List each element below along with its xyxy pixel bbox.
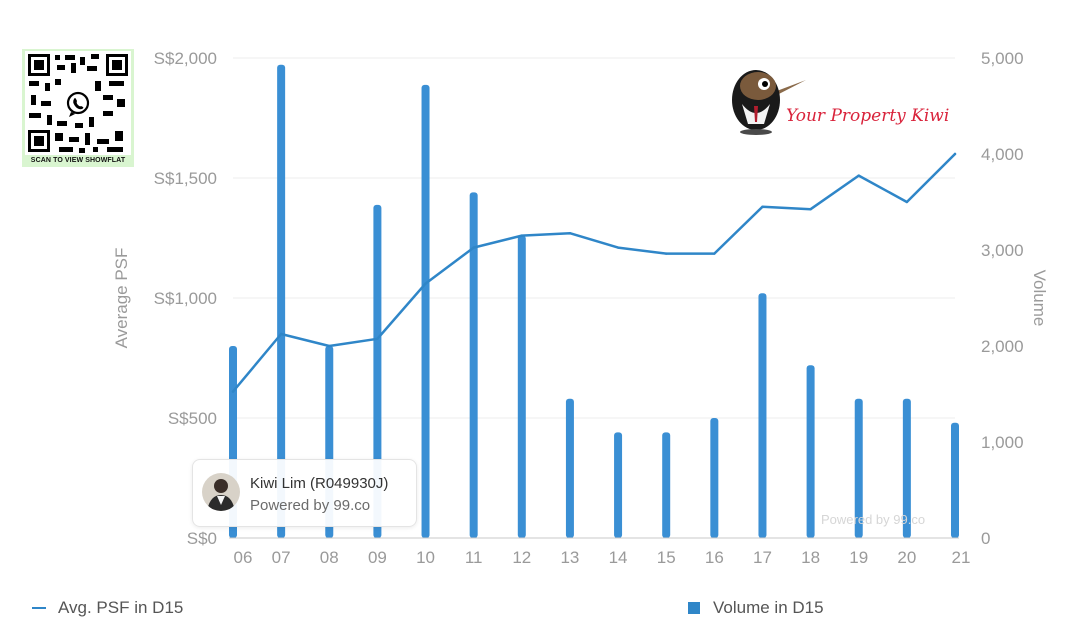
x-tick-label: 09 — [368, 548, 387, 567]
avg-psf-point — [279, 332, 283, 336]
agent-avatar — [202, 473, 240, 511]
volume-bar — [421, 84, 430, 538]
agent-card[interactable]: Kiwi Lim (R049930J) Powered by 99.co — [192, 459, 417, 527]
avg-psf-point — [472, 246, 475, 249]
y-left-tick-label: S$2,000 — [154, 49, 217, 68]
legend-label-psf: Avg. PSF in D15 — [58, 598, 184, 617]
y-left-tick-label: S$0 — [187, 529, 217, 548]
qr-caption: SCAN TO VIEW SHOWFLAT — [30, 157, 126, 164]
avg-psf-point — [568, 232, 572, 235]
avg-psf-point — [376, 337, 379, 340]
y-left-tick-label: S$1,000 — [154, 289, 217, 308]
y-right-tick-label: 3,000 — [981, 241, 1024, 260]
qr-code-pattern — [25, 51, 131, 155]
x-tick-label: 16 — [705, 548, 724, 567]
avg-psf-point — [905, 200, 909, 204]
y-right-tick-label: 2,000 — [981, 337, 1024, 356]
volume-bar — [902, 398, 911, 538]
brand-logo: Your Property Kiwi — [730, 66, 950, 136]
avg-psf-point — [665, 252, 668, 255]
y-right-tick-label: 5,000 — [981, 49, 1024, 68]
x-tick-label: 15 — [657, 548, 676, 567]
x-tick-label: 21 — [952, 548, 971, 567]
y-right-tick-label: 4,000 — [981, 145, 1024, 164]
volume-bar — [758, 293, 767, 538]
avg-psf-point — [231, 390, 235, 393]
volume-bar — [710, 418, 719, 538]
volume-bar — [614, 432, 623, 538]
x-tick-label: 13 — [560, 548, 579, 567]
volume-bar — [469, 192, 478, 538]
kiwi-bird-icon — [732, 70, 806, 135]
volume-bar — [806, 365, 815, 538]
volume-bar — [517, 235, 526, 538]
x-tick-label: 19 — [849, 548, 868, 567]
watermark: Powered by 99.co — [821, 512, 926, 527]
x-tick-label: 17 — [753, 548, 772, 567]
agent-powered-by: Powered by 99.co — [250, 497, 371, 514]
avg-psf-point — [328, 344, 331, 348]
x-tick-label: 10 — [416, 548, 435, 567]
volume-bar — [373, 204, 382, 538]
y-right-tick-label: 0 — [981, 529, 990, 548]
agent-name: Kiwi Lim (R049930J) — [250, 475, 389, 492]
avg-psf-point — [520, 234, 523, 237]
avg-psf-point — [616, 246, 620, 249]
avg-psf-line — [231, 152, 957, 393]
legend-item-volume[interactable]: Volume in D15 — [688, 598, 824, 618]
y-left-tick-label: S$500 — [168, 409, 217, 428]
volume-bar — [951, 422, 959, 538]
x-tick-label: 14 — [609, 548, 628, 567]
x-tick-label: 08 — [320, 548, 339, 567]
legend-square-marker — [688, 602, 700, 614]
x-tick-label: 20 — [897, 548, 916, 567]
legend-line-marker — [32, 607, 46, 609]
volume-bar — [565, 398, 574, 538]
y-left-tick-label: S$1,500 — [154, 169, 217, 188]
x-tick-label: 06 — [234, 548, 253, 567]
x-tick-label: 18 — [801, 548, 820, 567]
avg-psf-point — [713, 252, 716, 255]
brand-name: Your Property Kiwi — [786, 106, 950, 126]
x-tick-label: 07 — [272, 548, 291, 567]
y-left-axis-title: Average PSF — [112, 248, 131, 349]
qr-code[interactable]: SCAN TO VIEW SHOWFLAT — [22, 49, 134, 167]
legend-item-psf[interactable]: Avg. PSF in D15 — [32, 598, 183, 618]
avg-psf-point — [857, 174, 860, 177]
avg-psf-point — [761, 205, 764, 208]
x-tick-label: 11 — [465, 548, 483, 567]
y-right-tick-label: 1,000 — [981, 433, 1024, 452]
volume-bar — [277, 64, 286, 538]
volume-bar — [854, 398, 863, 538]
volume-bar — [662, 432, 671, 538]
legend-label-volume: Volume in D15 — [713, 598, 824, 617]
y-right-axis-title: Volume — [1030, 270, 1049, 327]
avg-psf-point — [424, 282, 427, 285]
x-tick-label: 12 — [512, 548, 531, 567]
avg-psf-point — [809, 208, 812, 211]
avg-psf-point — [953, 152, 957, 156]
